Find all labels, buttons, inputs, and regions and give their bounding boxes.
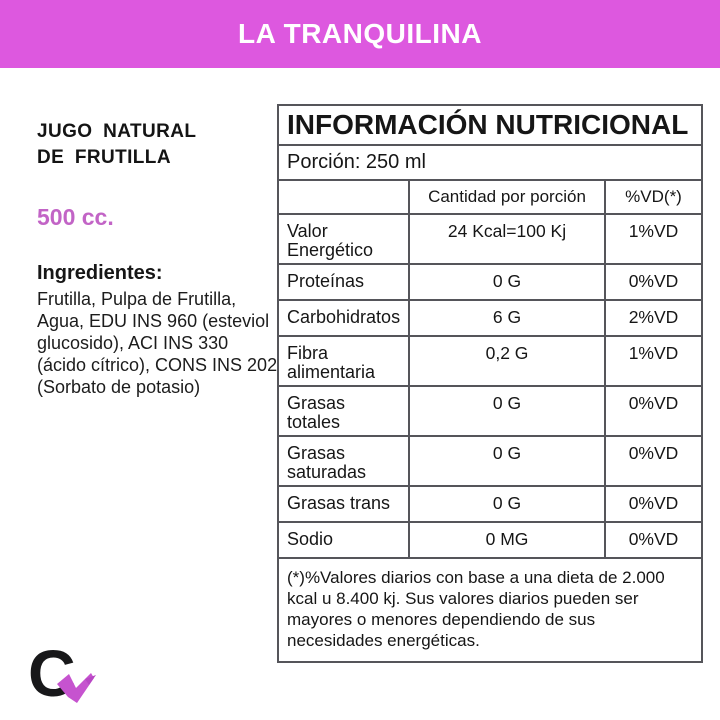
nutrition-row: Grasas totales 0 G 0%VD — [277, 385, 704, 437]
nutrient-name-cell: Carbohidratos — [277, 299, 410, 337]
vd-cell: 0%VD — [603, 521, 704, 559]
nutrition-title-row: INFORMACIÓN NUTRICIONAL — [276, 104, 704, 146]
brand-logo: C — [28, 640, 118, 716]
brand-banner: LA TRANQUILINA — [0, 0, 720, 68]
nutrition-rows: Valor Energético 24 Kcal=100 Kj 1%VD Pro… — [277, 213, 704, 559]
column-header-empty — [277, 179, 410, 215]
vd-cell: 2%VD — [603, 299, 704, 337]
brand-title: LA TRANQUILINA — [238, 18, 482, 49]
vd-cell: 0%VD — [603, 263, 704, 301]
nutrient-name-cell: Grasas totales — [277, 385, 410, 437]
nutrient-name-cell: Grasas trans — [277, 485, 410, 523]
nutrition-row: Carbohidratos 6 G 2%VD — [277, 299, 704, 337]
vd-cell: 1%VD — [603, 335, 704, 387]
footnote-row: (*)%Valores diarios con base a una dieta… — [276, 557, 704, 663]
vd-cell: 1%VD — [603, 213, 704, 265]
amount-cell: 0 G — [408, 385, 606, 437]
nutrient-name-cell: Sodio — [277, 521, 410, 559]
nutrient-name-cell: Valor Energético — [277, 213, 410, 265]
nutrient-name-cell: Proteínas — [277, 263, 410, 301]
nutrient-name-cell: Grasas saturadas — [277, 435, 410, 487]
product-volume: 500 cc. — [37, 204, 114, 230]
portion-text: Porción: 250 ml — [276, 144, 704, 181]
vd-cell: 0%VD — [603, 485, 704, 523]
portion-row: Porción: 250 ml — [276, 144, 704, 181]
nutrition-title: INFORMACIÓN NUTRICIONAL — [276, 104, 704, 146]
leaf-check-icon — [57, 673, 96, 703]
amount-cell: 6 G — [408, 299, 606, 337]
nutrition-row: Fibra alimentaria 0,2 G 1%VD — [277, 335, 704, 387]
amount-cell: 0 G — [408, 435, 606, 487]
column-header-row: Cantidad por porción %VD(*) — [277, 179, 704, 215]
ingredients-text: Frutilla, Pulpa de Frutilla, Agua, EDU I… — [37, 289, 278, 397]
nutrition-row: Sodio 0 MG 0%VD — [277, 521, 704, 559]
nutrition-table: INFORMACIÓN NUTRICIONAL Porción: 250 ml … — [276, 104, 704, 663]
nutrition-row: Proteínas 0 G 0%VD — [277, 263, 704, 301]
vd-cell: 0%VD — [603, 435, 704, 487]
amount-cell: 0,2 G — [408, 335, 606, 387]
column-header-amount: Cantidad por porción — [408, 179, 606, 215]
amount-cell: 0 G — [408, 485, 606, 523]
vd-cell: 0%VD — [603, 385, 704, 437]
nutrition-row: Grasas trans 0 G 0%VD — [277, 485, 704, 523]
amount-cell: 24 Kcal=100 Kj — [408, 213, 606, 265]
nutrition-row: Valor Energético 24 Kcal=100 Kj 1%VD — [277, 213, 704, 265]
product-name: JUGO NATURAL DE FRUTILLA — [37, 121, 197, 168]
amount-cell: 0 G — [408, 263, 606, 301]
nutrition-row: Grasas saturadas 0 G 0%VD — [277, 435, 704, 487]
nutrition-table-foot: (*)%Valores diarios con base a una dieta… — [276, 557, 704, 663]
column-header-vd: %VD(*) — [603, 179, 704, 215]
nutrition-table-head: INFORMACIÓN NUTRICIONAL Porción: 250 ml … — [276, 104, 704, 215]
amount-cell: 0 MG — [408, 521, 606, 559]
ingredients-heading: Ingredientes: — [37, 262, 163, 284]
nutrient-name-cell: Fibra alimentaria — [277, 335, 410, 387]
daily-values-footnote: (*)%Valores diarios con base a una dieta… — [276, 557, 704, 663]
product-info-panel: JUGO NATURAL DE FRUTILLA 500 cc. Ingredi… — [37, 119, 279, 398]
